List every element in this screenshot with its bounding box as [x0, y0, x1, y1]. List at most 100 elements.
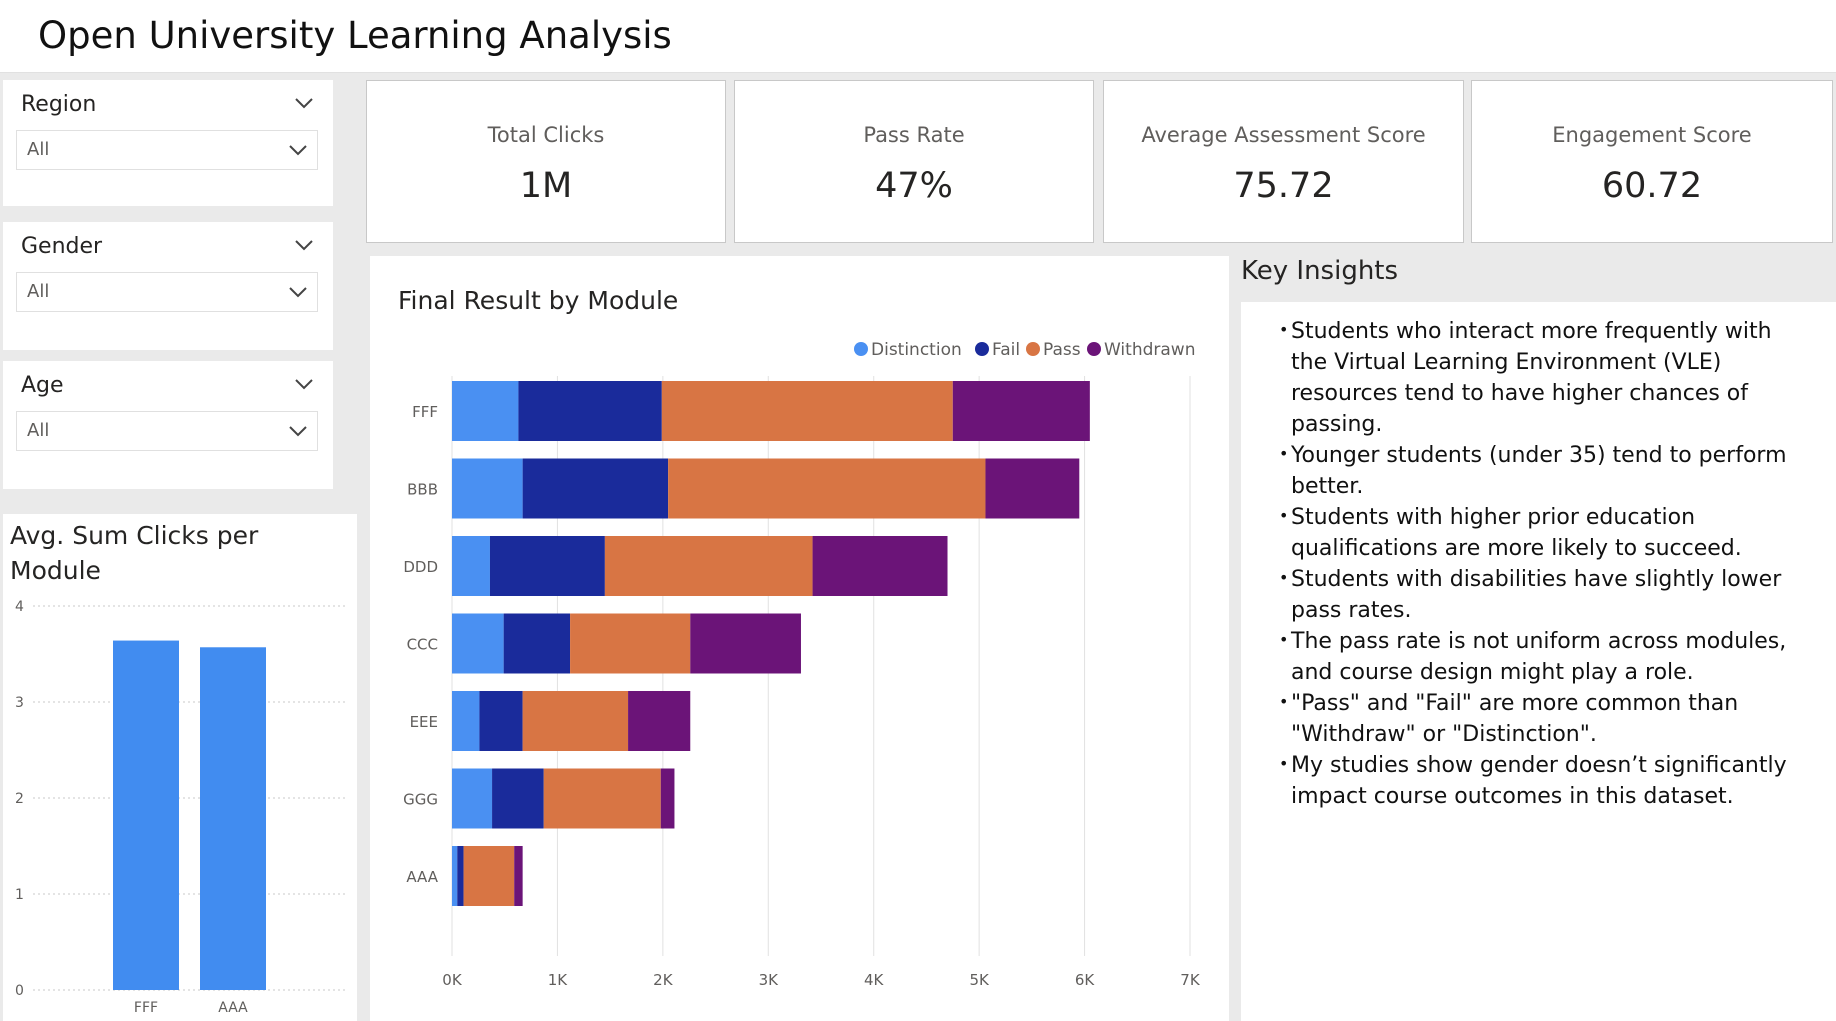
kpi-label: Engagement Score	[1552, 123, 1752, 147]
kpi-card-avg-assessment[interactable]: Average Assessment Score 75.72	[1103, 80, 1464, 243]
bar-ccc-fail[interactable]	[503, 613, 571, 674]
kpi-value: 75.72	[1233, 166, 1334, 206]
insights-panel: • Students who interact more frequently w…	[1241, 302, 1836, 1021]
slicer-region-dropdown[interactable]: All	[16, 130, 318, 170]
bullet-icon: •	[1279, 320, 1289, 339]
bar-ggg-fail[interactable]	[492, 768, 544, 829]
insight-item: • "Pass" and "Fail" are more common than …	[1279, 688, 1799, 750]
bullet-icon: •	[1279, 692, 1289, 711]
page-title: Open University Learning Analysis	[38, 14, 672, 57]
slicer-age: Age All	[3, 361, 333, 489]
slicer-region: Region All	[3, 80, 333, 206]
chevron-down-icon	[289, 426, 307, 437]
bar-ccc-withdrawn[interactable]	[690, 613, 801, 674]
insight-text: My studies show gender doesn’t significa…	[1291, 753, 1787, 809]
final-result-title: Final Result by Module	[398, 286, 679, 315]
slicer-age-dropdown[interactable]: All	[16, 411, 318, 451]
insights-title: Key Insights	[1241, 256, 1399, 286]
bar-aaa[interactable]	[200, 647, 266, 990]
legend-marker	[854, 342, 868, 356]
avg-clicks-title: Avg. Sum Clicks per Module	[10, 521, 259, 585]
y-tick-label: 4	[15, 599, 24, 615]
kpi-value: 60.72	[1601, 166, 1703, 206]
kpi-value: 1M	[519, 166, 573, 206]
bar-eee-distinction[interactable]	[452, 691, 480, 751]
slicer-region-label: Region	[21, 92, 97, 117]
chevron-down-icon[interactable]	[293, 373, 315, 395]
y-tick-label: EEE	[410, 713, 438, 731]
legend-marker	[975, 342, 989, 356]
insight-item: • My studies show gender doesn’t signific…	[1279, 750, 1799, 812]
avg-clicks-chart: 0 1 2 3 4 FFF AAA	[15, 599, 347, 1016]
insight-text: Students with disabilities have slightly…	[1291, 567, 1782, 623]
bullet-icon: •	[1279, 506, 1289, 525]
x-tick-label: AAA	[218, 1000, 248, 1016]
bar-fff-distinction[interactable]	[452, 381, 519, 441]
insight-text: Students who interact more frequently wi…	[1291, 319, 1772, 437]
bar-ddd-fail[interactable]	[489, 536, 605, 596]
bar-ggg-pass[interactable]	[543, 768, 661, 829]
kpi-label: Total Clicks	[487, 123, 605, 147]
bar-fff[interactable]	[113, 640, 179, 990]
insight-text: Younger students (under 35) tend to perf…	[1291, 443, 1787, 499]
insight-item: • Students with disabilities have slightl…	[1279, 564, 1799, 626]
bar-bbb-withdrawn[interactable]	[985, 458, 1080, 519]
kpi-card-engagement[interactable]: Engagement Score 60.72	[1471, 80, 1833, 243]
final-result-panel[interactable]: Final Result by Module 0K 1K 2K 3K 4K 5K 6K 7K F…	[370, 256, 1229, 1021]
legend-label: Pass	[1043, 340, 1081, 360]
legend-marker	[1087, 342, 1101, 356]
x-tick-label: FFF	[134, 1000, 158, 1016]
bullet-icon: •	[1279, 444, 1289, 463]
insight-text: "Pass" and "Fail" are more common than "…	[1291, 691, 1739, 747]
bar-ccc-pass[interactable]	[570, 613, 691, 674]
bar-eee-fail[interactable]	[479, 691, 523, 751]
x-tick-label: 3K	[759, 971, 780, 989]
bar-ddd-pass[interactable]	[604, 536, 813, 596]
kpi-label: Pass Rate	[863, 123, 965, 147]
insight-item: • Younger students (under 35) tend to per…	[1279, 440, 1799, 502]
x-tick-label: 7K	[1180, 971, 1201, 989]
bar-bbb-fail[interactable]	[522, 458, 669, 519]
y-tick-label: 1	[15, 887, 24, 903]
insights-list: • Students who interact more frequently w…	[1279, 316, 1799, 812]
y-tick-label: CCC	[407, 636, 438, 654]
bar-ggg-distinction[interactable]	[452, 768, 493, 829]
y-tick-label: BBB	[407, 481, 438, 499]
bar-fff-fail[interactable]	[518, 381, 662, 441]
insight-item: • Students with higher prior education qu…	[1279, 502, 1799, 564]
bar-aaa-distinction[interactable]	[452, 846, 458, 906]
chevron-down-icon[interactable]	[293, 234, 315, 256]
bar-ddd-withdrawn[interactable]	[812, 536, 948, 596]
bar-ccc-distinction[interactable]	[452, 613, 504, 674]
y-tick-label: FFF	[412, 403, 438, 421]
legend-label: Withdrawn	[1104, 340, 1195, 360]
bullet-icon: •	[1279, 568, 1289, 587]
kpi-card-pass-rate[interactable]: Pass Rate 47%	[734, 80, 1094, 243]
bar-fff-pass[interactable]	[661, 381, 953, 441]
bar-fff-withdrawn[interactable]	[952, 381, 1090, 441]
bar-aaa-fail[interactable]	[457, 846, 464, 906]
bar-aaa-withdrawn[interactable]	[514, 846, 523, 906]
chevron-down-icon	[289, 287, 307, 298]
insight-item: • Students who interact more frequently w…	[1279, 316, 1799, 440]
kpi-card-total-clicks[interactable]: Total Clicks 1M	[366, 80, 726, 243]
kpi-value: 47%	[875, 166, 953, 206]
bar-eee-pass[interactable]	[522, 691, 629, 751]
bar-bbb-pass[interactable]	[668, 458, 986, 519]
y-tick-label: 0	[15, 983, 24, 999]
bar-ddd-distinction[interactable]	[452, 536, 490, 596]
bar-ggg-withdrawn[interactable]	[660, 768, 675, 829]
insight-item: • The pass rate is not uniform across mod…	[1279, 626, 1799, 688]
y-tick-label: AAA	[406, 868, 438, 886]
slicer-gender-dropdown[interactable]: All	[16, 272, 318, 312]
bar-eee-withdrawn[interactable]	[628, 691, 691, 751]
final-result-chart: 0K 1K 2K 3K 4K 5K 6K 7K FFF BBB DDD CCC EEE GGG AAA Dis…	[403, 340, 1201, 989]
bullet-icon: •	[1279, 630, 1289, 649]
x-tick-label: 4K	[864, 971, 885, 989]
legend-label: Distinction	[871, 340, 962, 360]
bar-bbb-distinction[interactable]	[452, 458, 523, 519]
chevron-down-icon[interactable]	[293, 92, 315, 114]
chevron-down-icon	[289, 145, 307, 156]
avg-clicks-panel[interactable]: Avg. Sum Clicks per Module 0 1 2 3 4 FFF AAA	[3, 514, 357, 1021]
bar-aaa-pass[interactable]	[463, 846, 515, 906]
